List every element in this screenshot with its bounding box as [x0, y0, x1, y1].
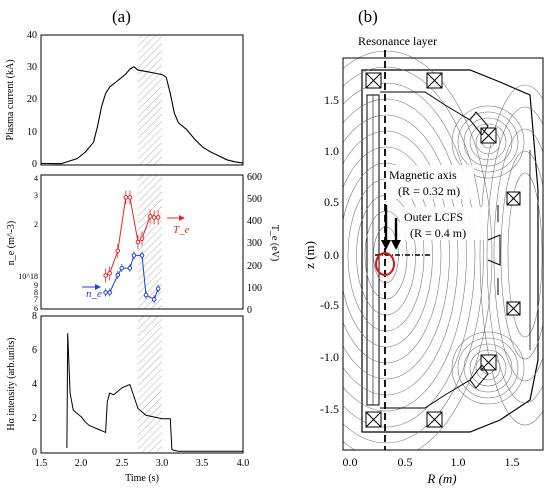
te-point: [152, 216, 156, 220]
tick-label: 1.5: [35, 458, 48, 469]
temperature-y-axis: 600 500 400 300 200 100 0: [247, 172, 262, 316]
panel-a-label: (a): [112, 7, 131, 26]
tick-label: 600: [247, 172, 262, 183]
te-label: T_e: [173, 224, 190, 236]
time-xlabel: Time (s): [125, 473, 159, 484]
ne-point: [108, 291, 112, 295]
time-x-axis: 1.5 2.0 2.5 3.0 3.5 4.0: [35, 458, 250, 469]
tick-label: -1.0: [320, 350, 339, 364]
tick-label: 4.0: [237, 458, 250, 469]
te-point: [136, 240, 140, 244]
tick-label: 1.5: [324, 93, 339, 107]
resonance-layer-title: Resonance layer: [358, 34, 437, 48]
coil-icon: [427, 73, 442, 88]
tick-label: 0.5: [324, 195, 339, 209]
ne-point: [144, 293, 148, 297]
tick-label: 3.5: [196, 458, 209, 469]
ne-point: [128, 266, 132, 270]
magnetic-axis-arrowhead: [381, 240, 391, 250]
hatched-window-bot: [138, 316, 162, 453]
tick-label: 4: [32, 379, 37, 390]
ne-point: [132, 254, 136, 258]
lcfs-value: (R = 0.4 m): [410, 226, 466, 240]
tick-label: 3.0: [156, 458, 169, 469]
ne-point: [140, 254, 144, 258]
tick-label: 0: [247, 305, 252, 316]
te-point: [148, 215, 152, 219]
coil-icon: [366, 73, 381, 88]
tick-label: 6: [32, 345, 37, 356]
tick-label: 300: [247, 238, 262, 249]
hatched-window-top: [138, 35, 162, 165]
plasma-current-y-axis: 40 30 20 10 0: [27, 30, 37, 170]
te-point: [108, 271, 112, 275]
te-point: [128, 196, 132, 200]
flux-contour: [494, 129, 550, 381]
tick-label: 3: [34, 191, 38, 200]
lcfs-arrowhead: [391, 240, 401, 250]
tick-label: 1.0: [324, 144, 339, 158]
lcfs-title: Outer LCFS: [404, 210, 463, 224]
tick-label: 20: [27, 94, 37, 105]
tick-label: -1.5: [320, 402, 339, 416]
tick-label: 100: [247, 283, 262, 294]
coil-icon: [481, 128, 496, 143]
tick-label: 2.5: [116, 458, 129, 469]
z-y-axis: 1.5 1.0 0.5 0.0 -0.5 -1.0 -1.5: [320, 93, 339, 416]
halpha-y-axis: 8 6 4 2 0: [32, 311, 37, 458]
temperature-ylabel: T_e (eV): [269, 225, 280, 261]
tick-label: 0: [32, 447, 37, 458]
tick-label: 1.5: [505, 455, 520, 469]
tick-label: 2: [32, 413, 37, 424]
te-point: [116, 249, 120, 253]
tick-label: 7: [34, 295, 38, 304]
tick-label: 0.5: [398, 455, 413, 469]
coil-icon: [427, 412, 442, 427]
tick-label: 0.0: [343, 455, 358, 469]
tick-label: 400: [247, 216, 262, 227]
coil-icon: [507, 302, 520, 315]
tick-label: 10^18: [18, 272, 38, 281]
tick-label: 500: [247, 194, 262, 205]
density-y-axis: 4 3 2 10^18 9 8 7 6: [18, 174, 38, 313]
magnetic-axis-title: Magnetic axis: [389, 168, 457, 182]
coil-icon: [366, 412, 381, 427]
density-ylabel: n_e (m^-3): [6, 221, 17, 265]
tick-label: 1.0: [451, 455, 466, 469]
tick-label: 200: [247, 261, 262, 272]
vessel-outline: [362, 70, 538, 432]
te-point: [140, 237, 144, 241]
ne-point: [120, 266, 124, 270]
tick-label: 30: [27, 62, 37, 73]
tick-label: 40: [27, 30, 37, 41]
plasma-current-ylabel: Plasma current (kA): [5, 59, 16, 140]
tick-label: 4: [34, 174, 38, 183]
z-ylabel: z (m): [302, 241, 317, 269]
te-point: [156, 216, 160, 220]
r-xlabel: R (m): [426, 471, 456, 486]
tick-label: 2.0: [75, 458, 88, 469]
te-point: [104, 274, 108, 278]
ne-point: [116, 273, 120, 277]
tick-label: 0.0: [324, 248, 339, 262]
te-point: [124, 196, 128, 200]
halpha-ylabel: Hα intensity (arb.units): [6, 337, 17, 430]
r-x-axis: 0.0 0.5 1.0 1.5: [343, 455, 520, 469]
magnetic-axis-value: (R = 0.32 m): [398, 184, 460, 198]
ne-point: [104, 291, 108, 295]
panel-b-label: (b): [358, 7, 378, 26]
tick-label: 0: [32, 159, 37, 170]
tick-label: 10: [27, 127, 37, 138]
ne-point: [156, 287, 160, 291]
coil-icon: [507, 192, 520, 205]
ne-point: [152, 298, 156, 302]
tick-label: 2: [34, 220, 38, 229]
tick-label: 8: [32, 311, 37, 322]
ne-label: n_e: [86, 288, 102, 300]
tick-label: -0.5: [320, 298, 339, 312]
